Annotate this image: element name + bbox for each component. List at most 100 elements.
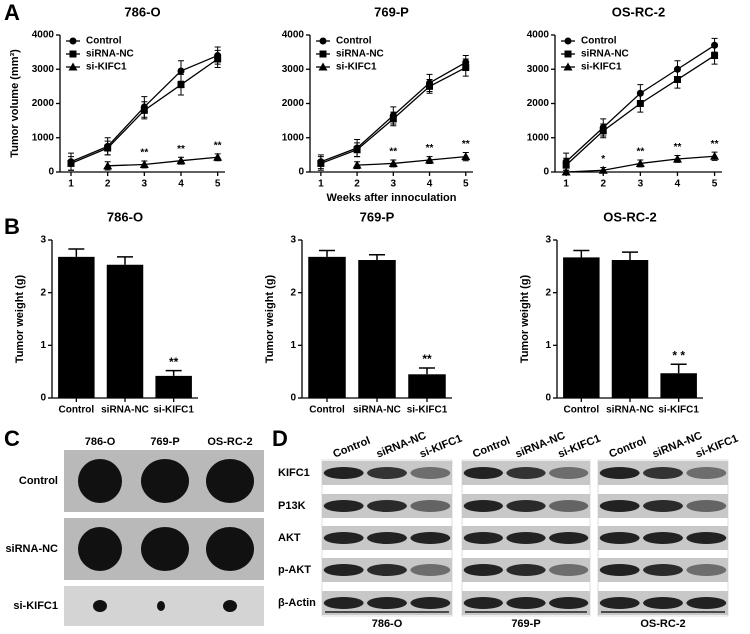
marker xyxy=(319,37,327,45)
bar xyxy=(106,264,144,398)
marker xyxy=(388,158,398,167)
band xyxy=(367,500,407,512)
marker xyxy=(710,151,720,160)
legend-label: siRNA-NC xyxy=(581,49,629,60)
chart-title: 786-O xyxy=(107,209,143,224)
significance: ** xyxy=(636,147,644,158)
x-tick-label: 4 xyxy=(675,179,681,190)
band xyxy=(323,467,364,479)
row-label: siRNA-NC xyxy=(5,543,58,555)
marker xyxy=(563,62,573,71)
panel-label: B xyxy=(4,214,20,239)
x-tick-label: 4 xyxy=(178,179,184,190)
panel-label: C xyxy=(4,426,20,451)
marker xyxy=(140,106,148,114)
band xyxy=(599,467,640,479)
significance: ** xyxy=(422,352,432,366)
column-label: OS-RC-2 xyxy=(207,436,252,448)
y-tick-label: 1000 xyxy=(282,132,305,143)
y-tick-label: 2000 xyxy=(32,98,55,109)
x-tick-label: 1 xyxy=(563,179,569,190)
y-tick-label: 0 xyxy=(40,393,46,404)
significance: ** xyxy=(462,139,470,150)
marker xyxy=(213,152,223,161)
x-tick-label: 2 xyxy=(600,179,606,190)
marker xyxy=(352,160,362,169)
band xyxy=(686,564,727,576)
x-tick-label: 5 xyxy=(463,179,469,190)
band xyxy=(410,500,451,512)
error-bar xyxy=(622,251,638,261)
marker xyxy=(426,82,434,90)
group-label: 786-O xyxy=(372,618,403,630)
y-tick-label: 0 xyxy=(545,393,551,404)
error-bar xyxy=(419,367,435,375)
bar xyxy=(308,256,346,398)
marker xyxy=(711,52,719,60)
significance: ** xyxy=(389,147,397,158)
band xyxy=(549,532,589,544)
tumor xyxy=(223,600,237,612)
marker xyxy=(562,161,570,169)
marker xyxy=(177,81,185,89)
band xyxy=(323,532,364,544)
bar xyxy=(358,260,396,398)
y-axis-label: Tumor weight (g) xyxy=(264,274,276,363)
significance: ** xyxy=(214,140,222,151)
y-tick-label: 3 xyxy=(290,235,296,246)
x-tick-label: si-KIFC1 xyxy=(658,405,699,416)
legend-label: Control xyxy=(86,36,122,47)
band xyxy=(686,532,727,544)
marker xyxy=(319,50,327,58)
band xyxy=(686,467,727,479)
x-tick-label: 2 xyxy=(354,179,360,190)
tumor xyxy=(93,600,107,612)
band xyxy=(410,597,451,609)
marker xyxy=(564,37,572,45)
marker xyxy=(69,37,77,45)
significance: ** xyxy=(711,139,719,150)
band xyxy=(549,500,589,512)
y-tick-label: 0 xyxy=(48,167,54,178)
lane-label: Control xyxy=(471,435,512,461)
band xyxy=(686,597,727,609)
marker xyxy=(177,67,185,75)
bar xyxy=(563,257,600,398)
significance: ** xyxy=(177,144,185,155)
marker xyxy=(103,161,113,170)
chart-title: 769-P xyxy=(374,4,409,19)
error-bar xyxy=(117,256,133,265)
band xyxy=(463,597,503,609)
series-line xyxy=(107,156,218,167)
x-tick-label: 3 xyxy=(391,179,397,190)
x-tick-label: si-KIFC1 xyxy=(407,405,448,416)
column-label: 769-P xyxy=(150,436,179,448)
x-tick-label: Control xyxy=(59,405,95,416)
row-label: Control xyxy=(19,475,58,487)
series-line xyxy=(357,155,466,166)
y-tick-label: 4000 xyxy=(527,30,550,41)
chart-title: 786-O xyxy=(124,4,160,19)
bar xyxy=(155,375,192,398)
x-tick-label: 5 xyxy=(215,179,221,190)
tumor xyxy=(141,459,189,503)
marker xyxy=(67,159,75,167)
x-tick-label: Control xyxy=(309,405,345,416)
x-tick-label: si-KIFC1 xyxy=(153,405,194,416)
error-bar xyxy=(573,249,590,258)
marker xyxy=(636,100,644,107)
x-tick-label: Control xyxy=(564,405,600,416)
marker xyxy=(139,159,149,168)
band xyxy=(643,532,683,544)
error-bar xyxy=(369,253,385,261)
marker xyxy=(68,62,78,71)
band xyxy=(367,467,407,479)
band xyxy=(410,467,451,479)
band xyxy=(367,564,407,576)
error-bar xyxy=(670,363,687,374)
marker xyxy=(389,115,397,123)
error-bar xyxy=(68,248,85,257)
marker xyxy=(318,62,328,71)
band xyxy=(323,597,364,609)
